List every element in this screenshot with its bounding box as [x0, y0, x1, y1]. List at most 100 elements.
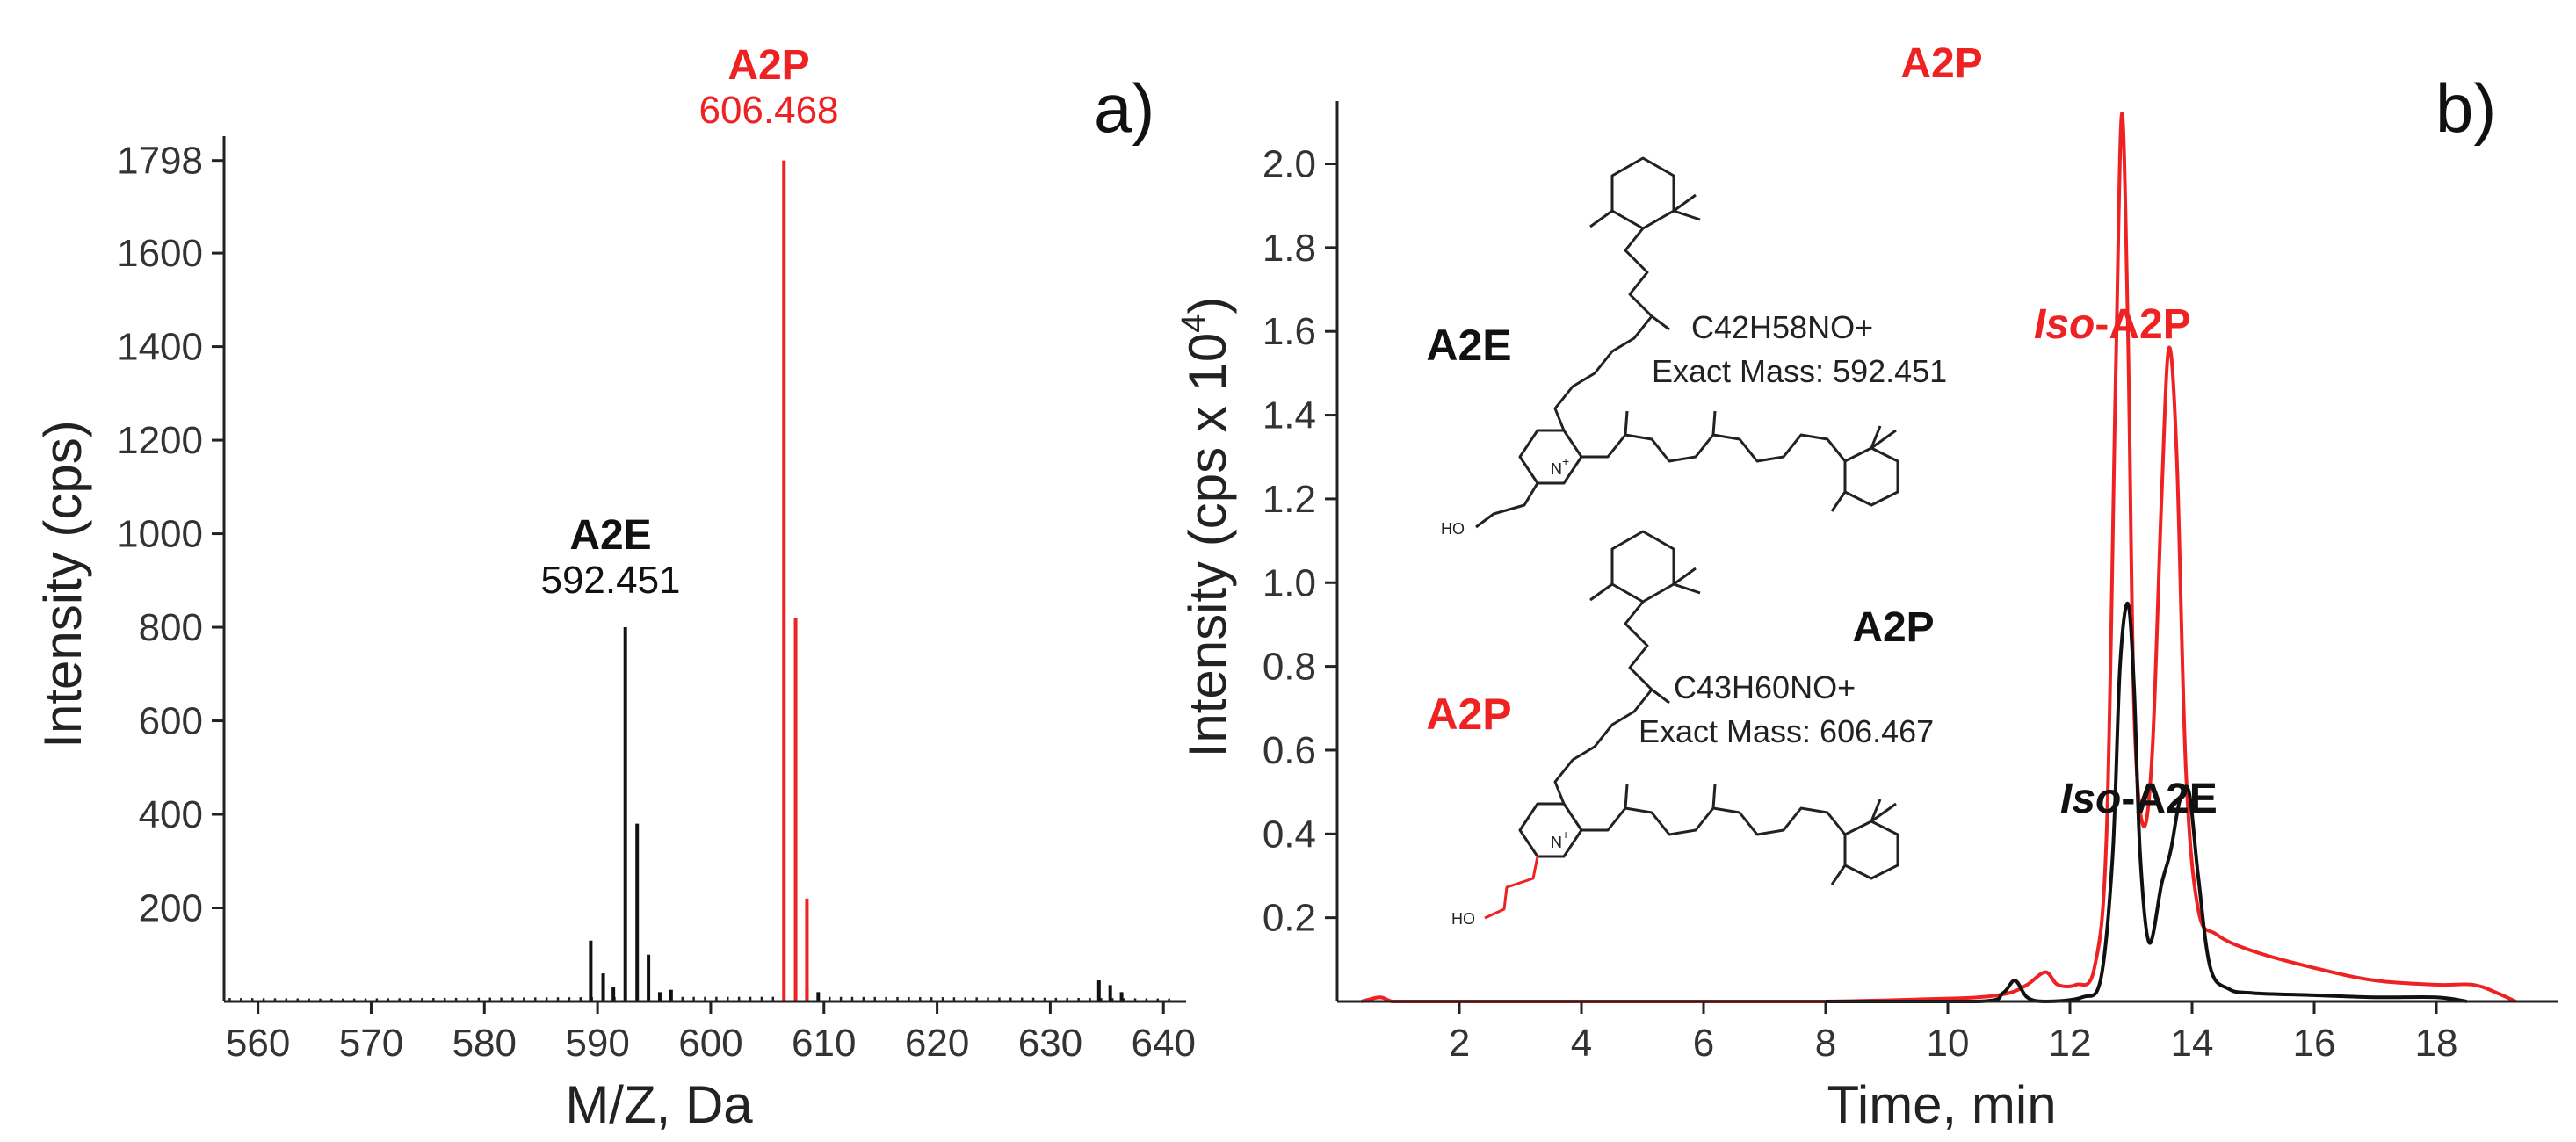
a2p-peak-label: A2P — [727, 42, 809, 89]
a2e-top-methyl-bond — [1589, 209, 1613, 228]
a2p-lower-chain-methyl-2 — [1711, 784, 1717, 809]
panel-b-y-axis-label: Intensity (cps x 104) — [1176, 297, 1237, 758]
a2p-nitrogen: N+ — [1551, 828, 1569, 851]
iso-a2p-peak-label: Iso-A2P — [2034, 301, 2191, 348]
panel-b-y-tick-label: 1.2 — [1263, 478, 1316, 521]
panel-b-x-tick-label: 4 — [1571, 1022, 1592, 1065]
a2e-top-gem-methyl-bond — [1673, 209, 1701, 221]
a2p-pyridinium-ring — [1518, 802, 1583, 858]
panel-b-x-tick-label: 8 — [1815, 1022, 1836, 1065]
panel-a-x-tick-label: 630 — [1018, 1022, 1082, 1065]
panel-a-x-tick-label: 620 — [905, 1022, 969, 1065]
a2e-structure-name: A2E — [1426, 321, 1511, 370]
a2p-exact-mass: Exact Mass: 606.467 — [1639, 713, 1934, 749]
a2e-upper-chain-methyl — [1651, 314, 1670, 331]
a2p-structure: A2P C43H60NO+ Exact Mass: 606.467 N+ — [1426, 530, 1934, 928]
panel-b-y-tick-label: 0.4 — [1263, 813, 1316, 856]
panel-a-x-tick-label: 590 — [565, 1022, 629, 1065]
panel-b-x-tick-label: 18 — [2415, 1022, 2458, 1065]
panel-b-x-axis-label: Time, min — [1827, 1075, 2056, 1134]
panel-a-y-axis-label: Intensity (cps) — [33, 420, 92, 748]
a2p-hydroxyl: HO — [1451, 910, 1475, 928]
a2e-structure: A2E C42H58NO+ Exact Mass: 592.451 N+ — [1426, 156, 1947, 538]
panel-a-y-tick-label: 800 — [139, 606, 203, 649]
panel-a-label: a) — [1094, 69, 1154, 147]
panel-b-y-tick-label: 0.6 — [1263, 729, 1316, 772]
panel-a-y-tick-label: 1000 — [117, 513, 203, 556]
panel-a-y-tick-label: 600 — [139, 700, 203, 743]
panel-a-x-tick-label: 640 — [1132, 1022, 1196, 1065]
panel-b-y-ticks: 0.2 0.4 0.6 0.8 1.0 1.2 1.4 1.6 1.8 2.0 — [1263, 143, 1337, 940]
panel-a-x-tick-label: 580 — [452, 1022, 517, 1065]
a2p-black-peak-label: A2P — [1852, 604, 1934, 651]
panel-a-x-tick-label: 600 — [678, 1022, 742, 1065]
a2p-top-cyclohexene-ring — [1610, 530, 1675, 604]
a2e-top-gem-methyl-bond-2 — [1673, 193, 1697, 213]
a2p-lower-polyene-chain — [1581, 806, 1847, 836]
panel-b-y-tick-label: 1.6 — [1263, 310, 1316, 353]
panel-b-x-tick-label: 14 — [2171, 1022, 2214, 1065]
panel-a-x-tick-label: 570 — [339, 1022, 403, 1065]
a2e-lower-chain-methyl-1 — [1624, 410, 1629, 436]
a2p-bottom-gem-methyl-2 — [1870, 802, 1897, 823]
panel-b-x-tick-label: 2 — [1449, 1022, 1470, 1065]
a2p-top-methyl-bond — [1589, 582, 1613, 602]
a2e-hydroxyethyl-chain — [1475, 482, 1539, 529]
a2e-top-cyclohexene-ring — [1610, 156, 1675, 230]
panel-a-y-tick-label: 200 — [139, 887, 203, 930]
a2e-upper-polyene-chain — [1553, 228, 1653, 431]
panel-a-y-tick-label: 1798 — [117, 140, 203, 183]
panel-a-x-tick-label: 610 — [792, 1022, 856, 1065]
a2e-peak-label: A2E — [569, 512, 651, 559]
panel-b-x-tick-label: 12 — [2049, 1022, 2092, 1065]
a2p-bottom-cyclohexene-ring — [1843, 820, 1899, 880]
panel-a-y-tick-label: 1400 — [117, 326, 203, 369]
a2e-bottom-cyclohexene-ring — [1843, 446, 1899, 507]
a2e-nitrogen: N+ — [1551, 454, 1569, 478]
panel-b-label: b) — [2435, 69, 2496, 147]
panel-b-y-tick-label: 0.2 — [1263, 897, 1316, 940]
a2p-upper-chain-methyl — [1651, 688, 1670, 705]
a2e-lower-polyene-chain — [1581, 433, 1847, 463]
a2e-bottom-methyl — [1830, 491, 1847, 512]
a2e-lower-chain-methyl-2 — [1711, 410, 1717, 436]
panel-a-y-tick-label: 400 — [139, 793, 203, 836]
a2e-skeleton: N+ HO — [1441, 156, 1899, 538]
a2p-structure-name: A2P — [1426, 690, 1511, 739]
panel-a-x-tick-label: 560 — [226, 1022, 290, 1065]
a2e-peak-mz: 592.451 — [540, 559, 680, 602]
panel-a-y-tick-label: 1600 — [117, 232, 203, 275]
panel-b-x-tick-label: 6 — [1693, 1022, 1714, 1065]
panel-a-y-tick-label: 1200 — [117, 419, 203, 462]
panel-a-bars — [228, 160, 1170, 1001]
iso-a2e-peak-label: Iso-A2E — [2060, 776, 2218, 822]
a2p-red-peak-label: A2P — [1900, 40, 1982, 87]
panel-b-y-tick-label: 1.4 — [1263, 394, 1316, 437]
a2p-peak-mz: 606.468 — [698, 89, 838, 132]
a2e-pyridinium-ring — [1518, 429, 1583, 485]
panel-a-x-axis-label: M/Z, Da — [565, 1075, 753, 1134]
a2e-exact-mass: Exact Mass: 592.451 — [1652, 353, 1947, 389]
a2e-chromatogram-line — [1826, 601, 2468, 1004]
a2p-bottom-gem-methyl — [1870, 799, 1882, 822]
panel-a-x-ticks: 560 570 580 590 600 610 620 630 640 — [226, 1001, 1196, 1065]
a2e-formula: C42H58NO+ — [1691, 309, 1873, 345]
panel-b-y-tick-label: 0.8 — [1263, 646, 1316, 689]
panel-b-x-ticks: 2 4 6 8 10 12 14 16 18 — [1449, 1001, 2458, 1065]
a2p-top-gem-methyl-bond-2 — [1673, 567, 1697, 586]
a2e-bottom-gem-methyl-2 — [1870, 429, 1897, 450]
a2e-hydroxyl: HO — [1441, 520, 1465, 538]
panel-b-y-tick-label: 1.0 — [1263, 561, 1316, 604]
panel-b-x-tick-label: 10 — [1927, 1022, 1970, 1065]
panel-b-x-tick-label: 16 — [2293, 1022, 2336, 1065]
a2p-top-gem-methyl-bond — [1673, 582, 1701, 595]
panel-b-y-tick-label: 2.0 — [1263, 143, 1316, 186]
panel-a-y-ticks: 200 400 600 800 1000 1200 1400 1600 1798 — [117, 140, 224, 930]
a2p-skeleton: N+ HO — [1451, 530, 1899, 928]
panel-b-y-tick-label: 1.8 — [1263, 227, 1316, 270]
a2p-formula: C43H60NO+ — [1674, 669, 1856, 705]
a2p-bottom-methyl — [1830, 864, 1847, 885]
a2p-upper-polyene-chain — [1553, 601, 1653, 805]
